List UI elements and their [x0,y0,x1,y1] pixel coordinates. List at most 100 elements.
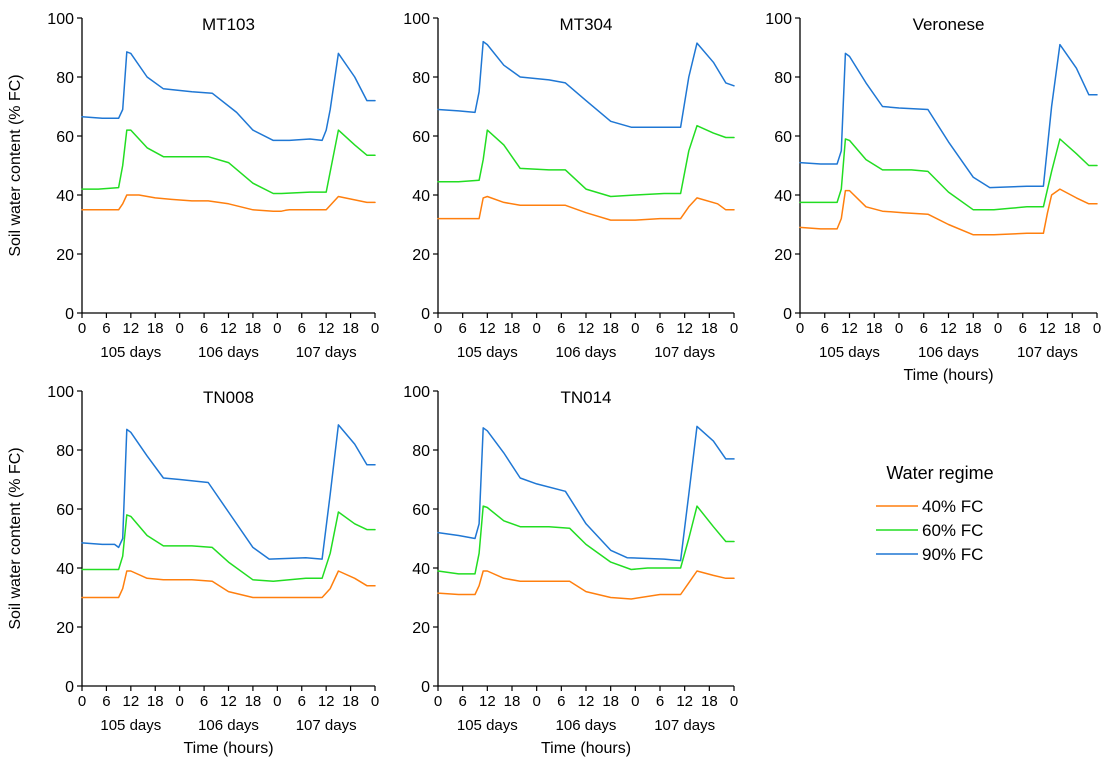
x-tick-label: 18 [504,693,521,710]
x-tick-label: 6 [298,693,306,710]
y-tick-label: 0 [421,679,430,696]
series-line-90-fc [81,424,376,560]
x-tick-label: 18 [701,320,718,337]
x-tick-label: 6 [821,320,829,337]
x-tick-label: 18 [965,320,982,337]
x-tick-label: 12 [1039,320,1056,337]
y-tick-label: 40 [412,188,430,205]
x-tick-label: 0 [796,320,804,337]
x-tick-label: 6 [102,693,110,710]
series-line-40-fc [799,188,1098,236]
series-line-60-fc [81,511,376,583]
x-tick-label: 0 [532,320,540,337]
x-tick-label: 6 [458,320,466,337]
series-line-90-fc [799,43,1098,189]
y-tick-label: 20 [412,620,430,637]
x-tick-label: 18 [701,693,718,710]
x-tick-label: 0 [273,320,281,337]
x-tick-label: 0 [730,693,738,710]
legend-label-40: 40% FC [922,497,983,516]
x-tick-label: 6 [298,320,306,337]
x-tick-label: 18 [147,693,164,710]
x-tick-label: 12 [578,320,595,337]
series-line-90-fc [81,51,376,142]
y-tick-label: 20 [774,247,792,264]
x-tick-label: 0 [434,693,442,710]
x-tick-label: 0 [631,320,639,337]
y-tick-label: 60 [56,502,74,519]
legend-title: Water regime [886,463,993,483]
day-label: 105 days [457,344,518,361]
y-tick-label: 40 [774,188,792,205]
x-tick-label: 6 [458,693,466,710]
y-tick-label: 100 [47,384,74,401]
panel-title: TN008 [203,388,254,407]
x-tick-label: 6 [656,693,664,710]
series-line-90-fc [437,40,735,128]
y-tick-label: 100 [403,384,430,401]
x-axis-label: Time (hours) [541,740,631,757]
x-tick-label: 12 [220,320,237,337]
x-tick-label: 6 [1019,320,1027,337]
y-axis-label: Soil water content (% FC) [7,74,24,256]
day-label: 107 days [1017,344,1078,361]
x-tick-label: 6 [656,320,664,337]
x-tick-label: 0 [994,320,1002,337]
x-tick-label: 18 [602,693,619,710]
x-tick-label: 0 [371,693,379,710]
day-label: 106 days [556,717,617,734]
y-tick-label: 60 [412,129,430,146]
y-tick-label: 80 [412,443,430,460]
x-tick-label: 18 [342,320,359,337]
x-tick-label: 12 [578,693,595,710]
series-line-40-fc [437,195,735,221]
x-tick-label: 12 [318,320,335,337]
y-tick-label: 20 [56,620,74,637]
panel-title: MT103 [202,15,255,34]
x-tick-label: 18 [602,320,619,337]
y-tick-label: 0 [65,306,74,323]
x-tick-label: 6 [920,320,928,337]
x-tick-label: 6 [557,320,565,337]
x-tick-label: 12 [479,320,496,337]
series-line-40-fc [81,194,376,212]
day-label: 106 days [198,344,259,361]
y-tick-label: 0 [65,679,74,696]
series-line-60-fc [437,124,735,198]
x-tick-label: 0 [175,320,183,337]
x-tick-label: 0 [730,320,738,337]
x-tick-label: 0 [175,693,183,710]
x-tick-label: 12 [940,320,957,337]
y-tick-label: 80 [774,70,792,87]
x-tick-label: 0 [273,693,281,710]
x-tick-label: 12 [318,693,335,710]
day-label: 106 days [198,717,259,734]
day-label: 107 days [654,717,715,734]
x-tick-label: 12 [676,320,693,337]
y-tick-label: 40 [56,188,74,205]
x-tick-label: 12 [479,693,496,710]
x-tick-label: 6 [102,320,110,337]
x-tick-label: 12 [676,693,693,710]
x-tick-label: 18 [245,320,262,337]
y-tick-label: 40 [56,561,74,578]
y-tick-label: 100 [403,11,430,28]
x-tick-label: 0 [895,320,903,337]
x-tick-label: 0 [532,693,540,710]
panel-title: MT304 [560,15,613,34]
y-axis-label: Soil water content (% FC) [7,447,24,629]
y-tick-label: 100 [765,11,792,28]
x-tick-label: 18 [504,320,521,337]
y-tick-label: 60 [56,129,74,146]
series-line-60-fc [81,129,376,195]
x-tick-label: 6 [557,693,565,710]
x-tick-label: 12 [841,320,858,337]
x-axis-label: Time (hours) [183,740,273,757]
y-tick-label: 60 [412,502,430,519]
panel-title: Veronese [913,15,985,34]
y-tick-label: 40 [412,561,430,578]
panel-title: TN014 [560,388,611,407]
series-line-60-fc [799,138,1098,211]
